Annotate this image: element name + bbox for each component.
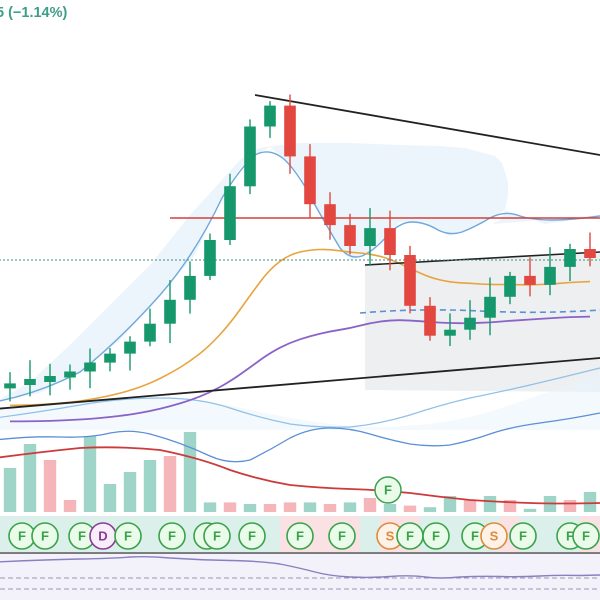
svg-text:F: F <box>248 529 256 544</box>
svg-text:F: F <box>519 529 527 544</box>
svg-text:S: S <box>386 529 395 544</box>
svg-text:S: S <box>490 529 499 544</box>
svg-text:D: D <box>98 529 107 544</box>
svg-text:F: F <box>41 529 49 544</box>
svg-text:F: F <box>384 483 392 498</box>
svg-text:F: F <box>471 529 479 544</box>
svg-text:F: F <box>406 529 414 544</box>
svg-text:5 (−1.14%): 5 (−1.14%) <box>0 5 68 21</box>
svg-text:F: F <box>582 529 590 544</box>
svg-text:F: F <box>338 529 346 544</box>
svg-text:F: F <box>78 529 86 544</box>
svg-text:F: F <box>432 529 440 544</box>
svg-text:F: F <box>213 529 221 544</box>
svg-text:F: F <box>124 529 132 544</box>
svg-text:F: F <box>296 529 304 544</box>
svg-text:F: F <box>168 529 176 544</box>
svg-text:F: F <box>18 529 26 544</box>
